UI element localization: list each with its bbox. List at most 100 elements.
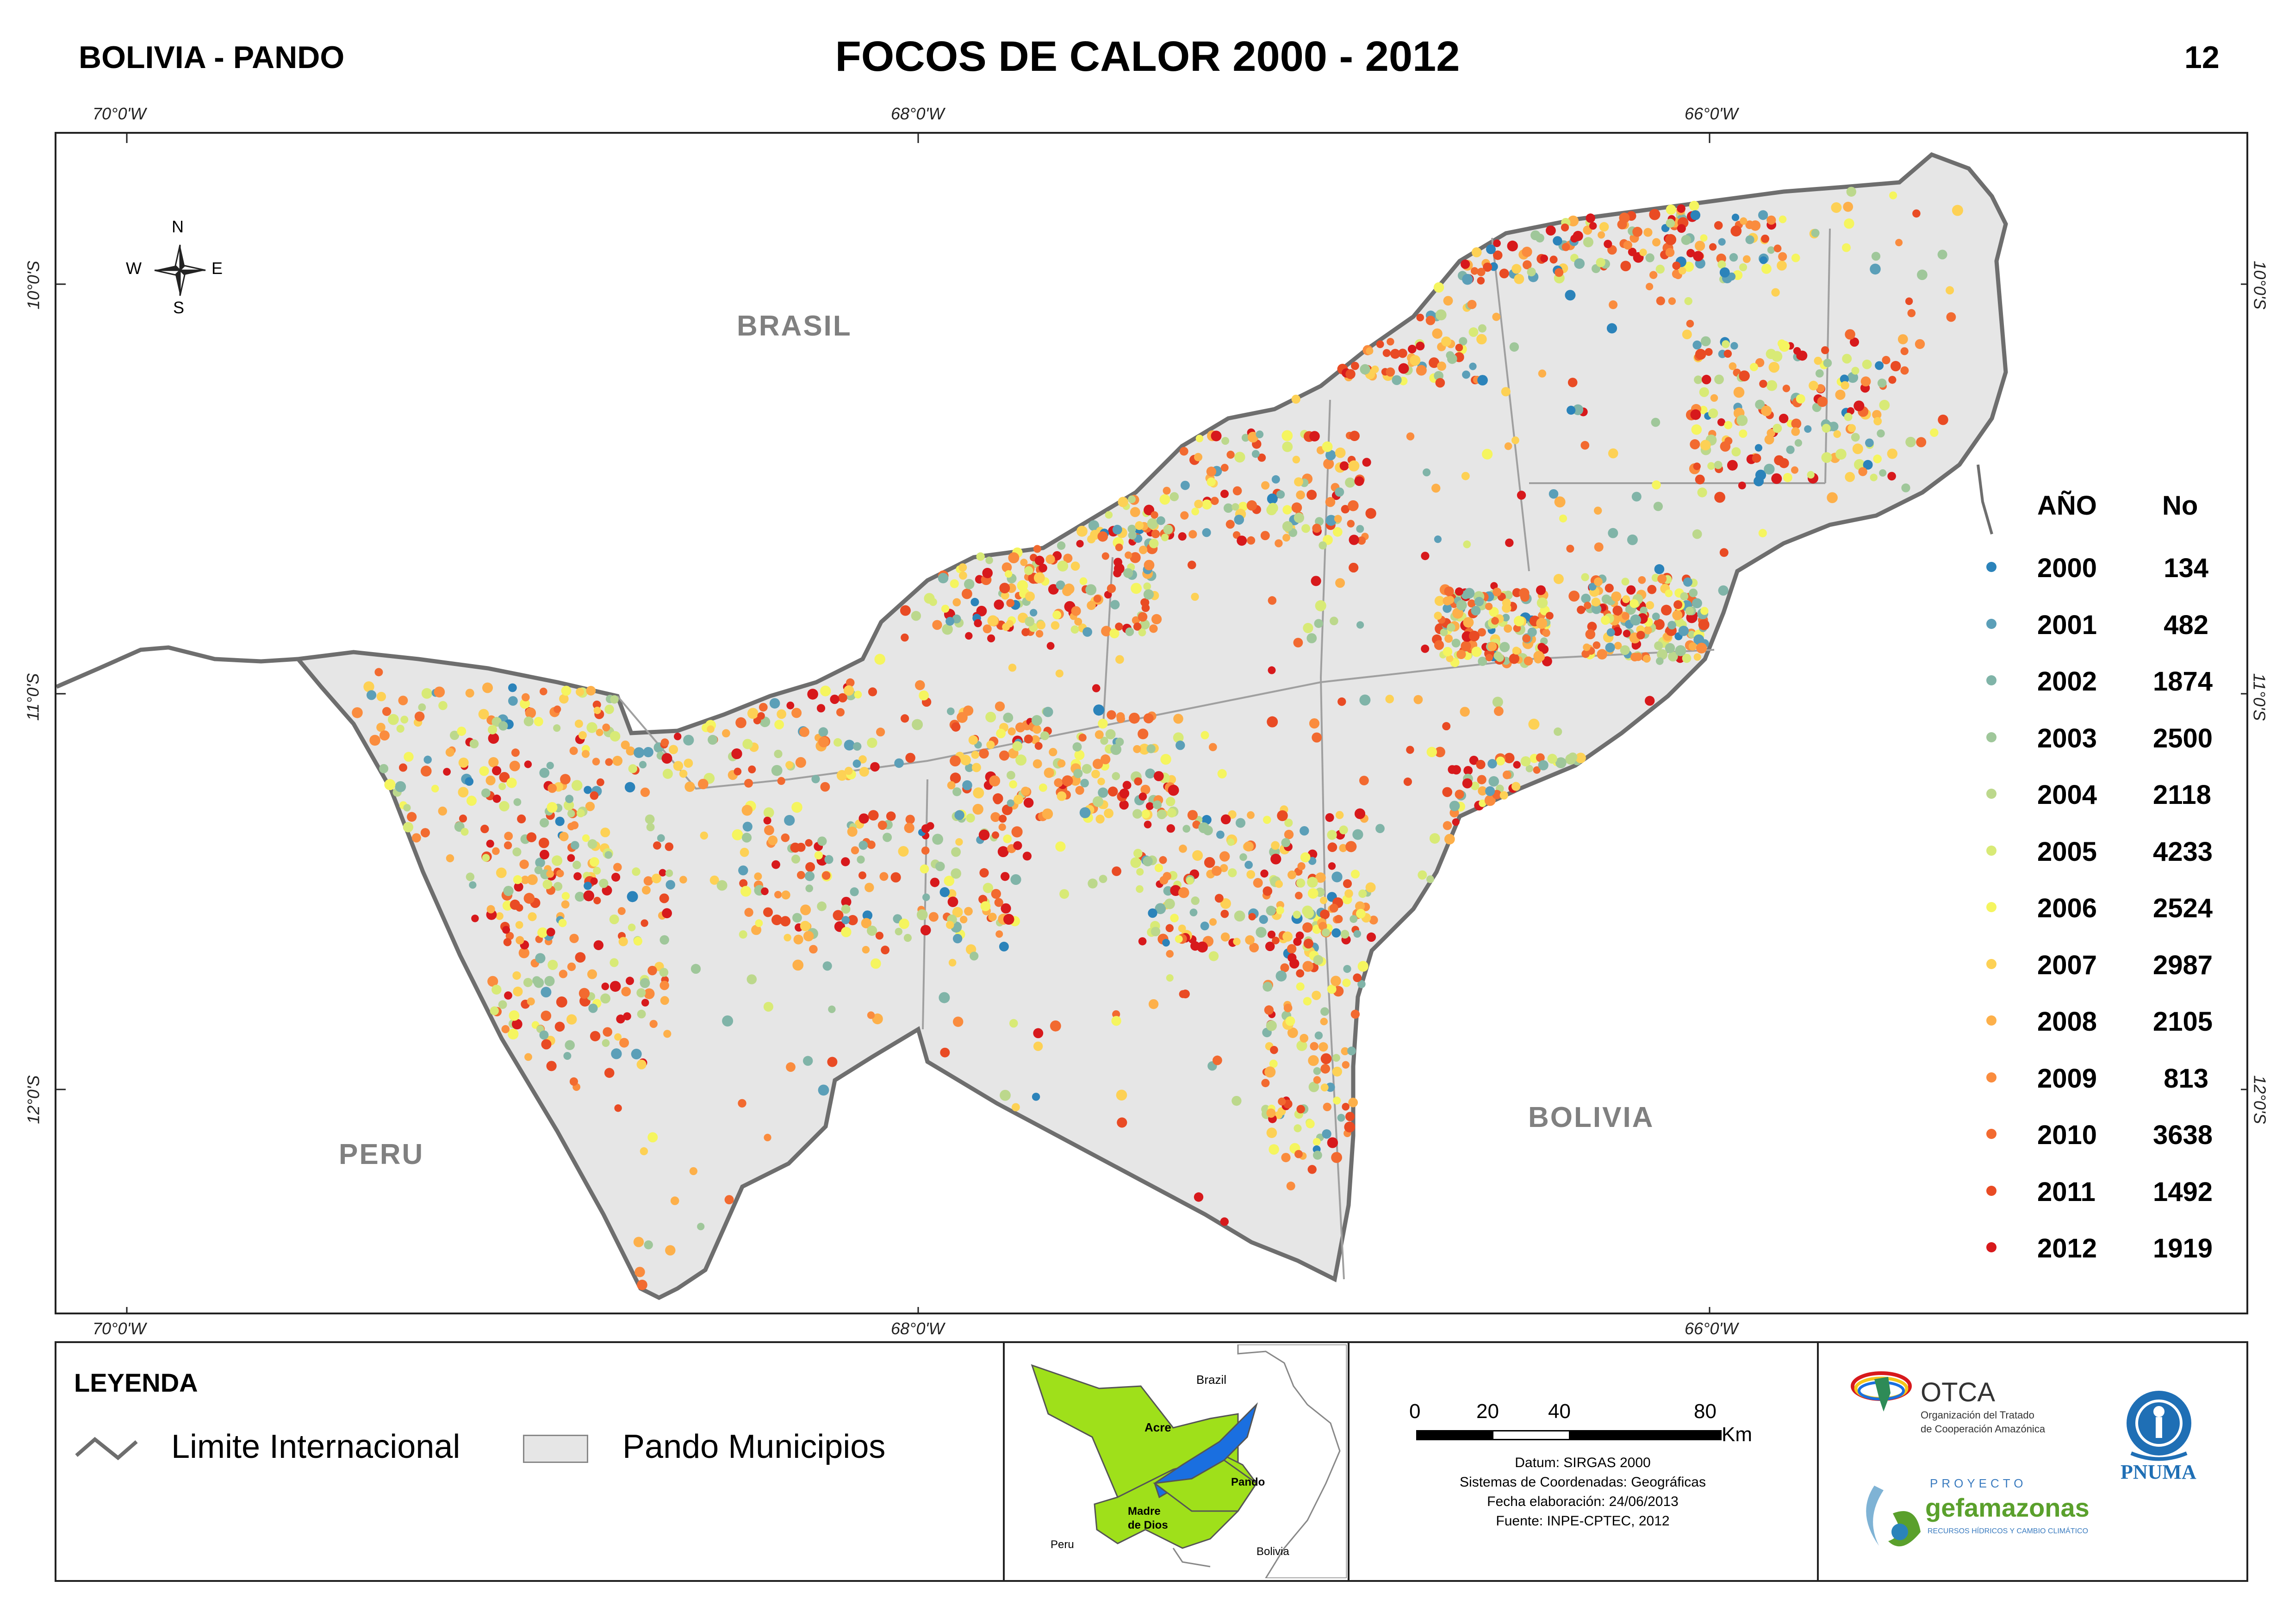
hotspot-point [1178, 532, 1187, 541]
hotspot-point [939, 992, 950, 1003]
hotspot-point [593, 866, 601, 875]
hotspot-point [659, 893, 669, 903]
hotspot-point [1281, 430, 1293, 442]
hotspot-point [1611, 591, 1622, 602]
hotspot-point [1887, 448, 1897, 459]
hotspot-point [1591, 597, 1600, 607]
legend-count-2006: 2524 [2153, 893, 2213, 923]
hotspot-point [1220, 898, 1231, 909]
hotspot-point [1076, 526, 1088, 537]
hotspot-point [929, 598, 937, 606]
hotspot-point [1809, 380, 1818, 391]
hotspot-point [1313, 1151, 1322, 1160]
hotspot-point [1356, 621, 1364, 629]
hotspot-point [645, 814, 655, 824]
hotspot-point [481, 788, 491, 798]
hotspot-point [1032, 725, 1042, 734]
hotspot-point [506, 778, 517, 788]
hotspot-point [886, 811, 896, 821]
hotspot-point [1308, 857, 1317, 865]
hotspot-point [1328, 862, 1336, 870]
hotspot-point [1133, 622, 1142, 631]
hotspot-point [1695, 348, 1706, 360]
graticule-top-70w: 70°0'W [93, 104, 146, 123]
hotspot-point [1307, 888, 1319, 899]
otca-line2: de Cooperación Amazónica [1921, 1423, 2046, 1435]
hotspot-point [858, 840, 868, 850]
hotspot-point [748, 765, 756, 773]
hotspot-point [1538, 369, 1547, 378]
hotspot-point [1553, 236, 1562, 246]
hotspot-point [1192, 850, 1203, 861]
hotspot-point [1455, 343, 1463, 352]
hotspot-point [1348, 500, 1359, 511]
hotspot-point [1952, 205, 1963, 216]
hotspot-point [1568, 591, 1580, 602]
hotspot-point [661, 753, 672, 764]
hotspot-point [1447, 354, 1457, 364]
hotspot-point [1632, 227, 1643, 237]
hotspot-point [987, 634, 995, 642]
hotspot-point [1692, 340, 1702, 350]
hotspot-point [524, 760, 532, 768]
hotspot-point [1001, 591, 1009, 600]
hotspot-point [1249, 943, 1259, 952]
hotspot-point [1012, 741, 1023, 751]
hotspot-point [1677, 224, 1686, 233]
hotspot-point [1695, 474, 1705, 485]
hotspot-point [1462, 274, 1473, 285]
hotspot-point [1631, 641, 1640, 650]
hotspot-point [1063, 554, 1073, 563]
hotspot-point [603, 1027, 612, 1037]
graticule-bottom-68w: 68°0'W [891, 1319, 945, 1338]
hotspot-point [1101, 626, 1112, 637]
hotspot-point [510, 899, 520, 910]
hotspot-point [1608, 448, 1618, 459]
hotspot-point [1583, 643, 1591, 651]
hotspot-point [647, 965, 657, 976]
hotspot-point [590, 1031, 601, 1041]
legend-year-2006: 2006 [2037, 893, 2097, 923]
hotspot-point [862, 946, 870, 954]
hotspot-point [561, 892, 570, 900]
hotspot-point [1434, 640, 1444, 650]
hotspot-point [847, 915, 858, 926]
hotspot-point [1912, 209, 1921, 218]
hotspot-point [754, 872, 762, 881]
hotspot-point [659, 981, 669, 990]
hotspot-point [1267, 716, 1278, 728]
inset-label-de-dios: de Dios [1128, 1519, 1168, 1531]
hotspot-point [1345, 1112, 1355, 1121]
hotspot-point [1022, 852, 1032, 861]
hotspot-point [757, 712, 765, 720]
hotspot-point [1456, 600, 1467, 611]
hotspot-point [1323, 458, 1334, 469]
hotspot-point [404, 752, 414, 762]
hotspot-point [1182, 825, 1190, 833]
hotspot-point [535, 858, 545, 868]
hotspot-point [741, 805, 753, 816]
compass-w: W [126, 259, 142, 278]
hotspot-point [900, 605, 911, 616]
hotspot-point [1760, 256, 1767, 264]
hotspot-point [1865, 438, 1874, 448]
hotspot-point [554, 705, 561, 713]
hotspot-point [1173, 732, 1184, 743]
hotspot-point [586, 722, 597, 733]
hotspot-point [1873, 454, 1882, 463]
hotspot-point [1718, 238, 1726, 246]
hotspot-point [1761, 263, 1772, 274]
hotspot-point [1330, 616, 1338, 625]
hotspot-point [644, 1240, 653, 1250]
hotspot-point [870, 762, 880, 772]
map-title: FOCOS DE CALOR 2000 - 2012 [835, 33, 1460, 80]
hotspot-point [1285, 1016, 1295, 1026]
hotspot-point [1105, 729, 1116, 740]
hotspot-point [584, 786, 592, 794]
hotspot-point [1652, 238, 1661, 247]
hotspot-point [1858, 467, 1867, 476]
hotspot-point [970, 952, 979, 961]
hotspot-point [1842, 243, 1851, 252]
map-canvas [56, 134, 2246, 1313]
hotspot-point [983, 883, 993, 893]
